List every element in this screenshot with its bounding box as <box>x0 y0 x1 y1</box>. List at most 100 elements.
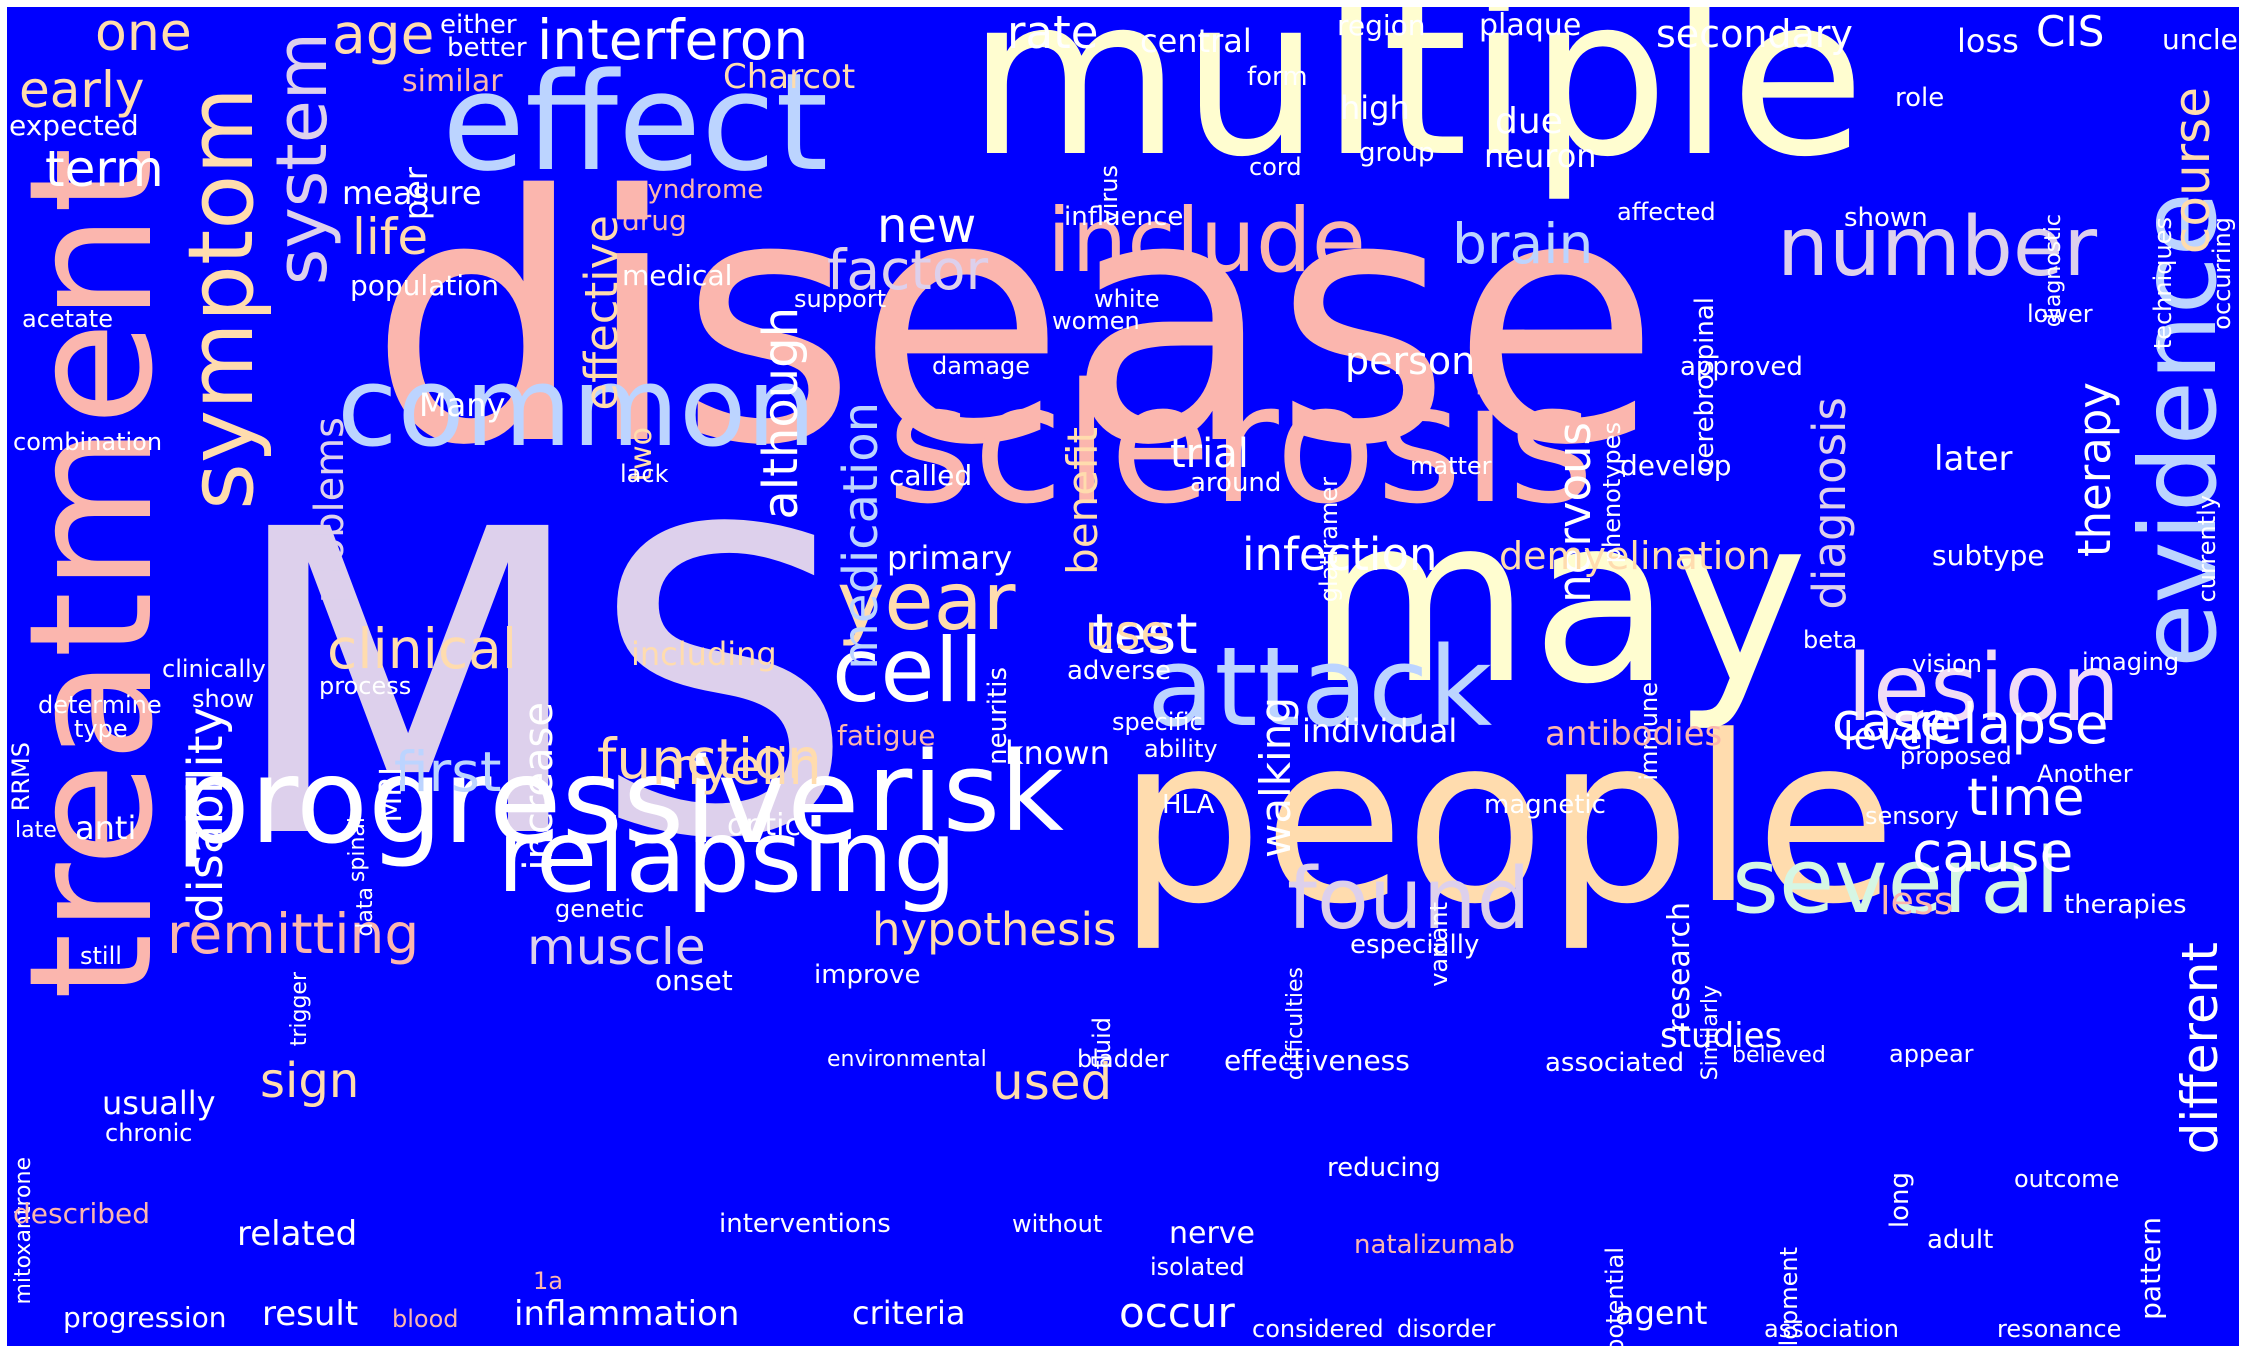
word-result: result <box>262 1294 359 1334</box>
word-time: time <box>1967 768 2085 828</box>
word-primary: primary <box>887 539 1013 577</box>
word-walking: walking <box>1251 697 1300 859</box>
word-sign: sign <box>260 1053 360 1109</box>
word-disorder: disorder <box>1397 1315 1496 1343</box>
word-mri: MRI <box>374 767 409 823</box>
word-techniques: techniques <box>2149 217 2177 350</box>
word-white: white <box>1094 285 1160 313</box>
word-cerebrospinal: cerebrospinal <box>1690 297 1720 473</box>
word-benefit: benefit <box>1058 427 1107 575</box>
word-cloud: disease MS multiple people may treatment scler… <box>7 7 2239 1346</box>
word-measure: measure <box>342 174 482 212</box>
word-currently: currently <box>2193 495 2221 603</box>
word-considered: considered <box>1252 1315 1384 1343</box>
word-many: Many <box>419 386 506 424</box>
word-described: described <box>13 1197 151 1230</box>
word-beta: beta <box>1803 626 1858 654</box>
word-data: data <box>353 887 378 937</box>
word-brain: brain <box>1452 212 1594 276</box>
word-common: common <box>337 343 817 471</box>
word-remitting: remitting <box>167 902 420 966</box>
word-anti: anti <box>75 809 137 847</box>
word-improve: improve <box>814 960 921 990</box>
word-similar: similar <box>402 64 503 99</box>
word-high: high <box>1340 89 1410 127</box>
word-agent: agent <box>1615 1294 1708 1332</box>
word-one: one <box>95 7 192 63</box>
word-level: level <box>1843 714 1934 758</box>
word-better: better <box>447 33 527 63</box>
word-progressive: progressive <box>175 732 860 870</box>
word-either: either <box>440 10 517 40</box>
word-sclerosis: sclerosis <box>887 348 1594 540</box>
word-effect: effect <box>442 44 829 201</box>
word-unclear: unclear <box>2162 23 2239 56</box>
word-interventions: interventions <box>719 1209 891 1239</box>
word-imaging: imaging <box>2082 648 2180 676</box>
word-relapse: relapse <box>1907 692 2109 756</box>
word-clinically: clinically <box>162 655 266 683</box>
word-muscle: muscle <box>527 918 706 976</box>
word-found: found <box>1287 850 1531 949</box>
word-type: type <box>74 715 128 743</box>
word-disease: disease <box>369 124 1661 520</box>
word-new: new <box>877 198 977 254</box>
word-chronic: chronic <box>105 1119 193 1147</box>
word-loss: loss <box>1957 22 2019 60</box>
word-inflammation: inflammation <box>514 1294 740 1334</box>
word-association: association <box>1764 1315 1899 1343</box>
word-known: known <box>1005 734 1110 772</box>
word-charcot: Charcot <box>723 57 856 97</box>
word-early: early <box>19 61 145 119</box>
word-attack: attack <box>1147 623 1493 751</box>
word-ms: MS <box>227 442 856 931</box>
word-age: age <box>332 7 435 66</box>
word-pattern: pattern <box>2134 1217 2167 1320</box>
word-hypothesis: hypothesis <box>872 903 1117 956</box>
word-usually: usually <box>102 1084 216 1122</box>
word-adverse: adverse <box>1067 656 1172 686</box>
word-cell: cell <box>832 619 984 722</box>
word-rate: rate <box>1007 7 1099 59</box>
word-women: women <box>1052 307 1140 335</box>
word-vision: vision <box>1912 650 1982 678</box>
word-syndrome: syndrome <box>634 175 764 205</box>
word-another: Another <box>2037 760 2133 788</box>
word-still: still <box>80 942 122 970</box>
word-may: may <box>1307 468 1809 735</box>
word-studies: studies <box>1660 1016 1783 1056</box>
word-central: central <box>1140 22 1252 60</box>
word-associated: associated <box>1545 1048 1685 1078</box>
word-problems: problems <box>307 417 353 604</box>
word-subtype: subtype <box>1932 539 2045 572</box>
word-without: without <box>1012 1210 1103 1238</box>
word-region: region <box>1337 9 1426 42</box>
word-cord: cord <box>1249 153 1302 181</box>
word-rrms: RRMS <box>7 742 35 812</box>
word-show: show <box>192 685 255 713</box>
word-number: number <box>1777 200 2098 295</box>
word-specific: specific <box>1112 708 1203 736</box>
word-effectiveness: effectiveness <box>1224 1044 1410 1077</box>
word-medical: medical <box>622 259 733 292</box>
word-optic: optic <box>727 808 801 843</box>
word-occurring: occurring <box>2208 217 2236 330</box>
word-factor: factor <box>827 238 989 302</box>
word-outcome: outcome <box>2014 1165 2120 1193</box>
word-cis: CIS <box>2036 7 2105 56</box>
word-long: long <box>1885 1172 1915 1229</box>
word-progression: progression <box>63 1301 227 1334</box>
word-life: life <box>352 208 429 266</box>
word-diagnosis: diagnosis <box>1803 397 1856 610</box>
word-magnetic: magnetic <box>1484 790 1606 820</box>
word-test: test <box>1092 602 1198 666</box>
word-lower: lower <box>2027 300 2093 328</box>
word-antibodies: antibodies <box>1545 714 1723 754</box>
word-hla: HLA <box>1162 790 1215 820</box>
word-individual: individual <box>1302 712 1458 750</box>
word-per: per <box>397 167 435 221</box>
word-form: form <box>1247 62 1308 92</box>
word-person: person <box>1345 339 1476 383</box>
word-used: used <box>992 1053 1113 1111</box>
word-combination: combination <box>13 428 163 456</box>
